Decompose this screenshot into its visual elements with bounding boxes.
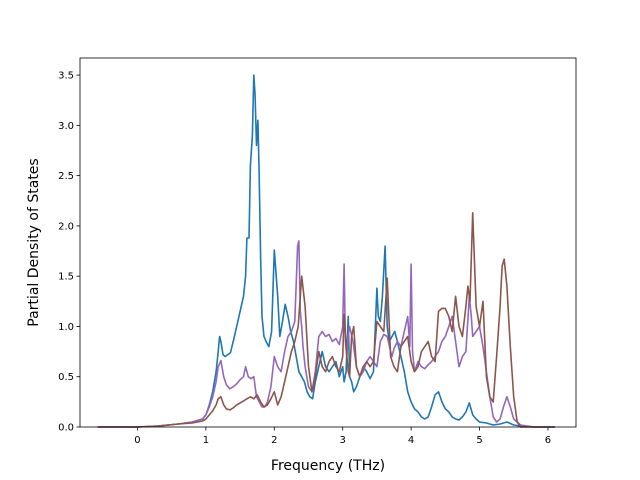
x-tick-label: 4 [408,435,414,446]
x-tick-label: 5 [476,435,482,446]
y-tick-label: 3.0 [58,121,74,132]
plot-frame [79,57,577,428]
x-tick-label: 1 [203,435,209,446]
y-tick-label: 2.5 [58,171,74,182]
y-tick-label: 2.0 [58,221,74,232]
series-line-1 [97,74,555,428]
y-tick-label: 1.0 [58,322,74,333]
y-axis-label: Partial Density of States [26,158,42,326]
y-tick-label: 3.5 [58,71,74,82]
series-line-3 [97,212,555,428]
x-axis-ticks: 0 1 2 3 4 5 6 [134,427,551,446]
y-axis-ticks: 0.0 0.5 1.0 1.5 2.0 2.5 3.0 3.5 [58,71,80,434]
y-tick-label: 0.0 [58,423,74,434]
x-tick-label: 0 [134,435,140,446]
series-lines [97,74,555,428]
x-tick-label: 6 [545,435,551,446]
series-line-2 [97,240,555,428]
x-tick-label: 3 [340,435,346,446]
x-axis-label: Frequency (THz) [271,458,385,474]
y-tick-label: 0.5 [58,372,74,383]
x-tick-label: 2 [271,435,277,446]
y-tick-label: 1.5 [58,272,74,283]
